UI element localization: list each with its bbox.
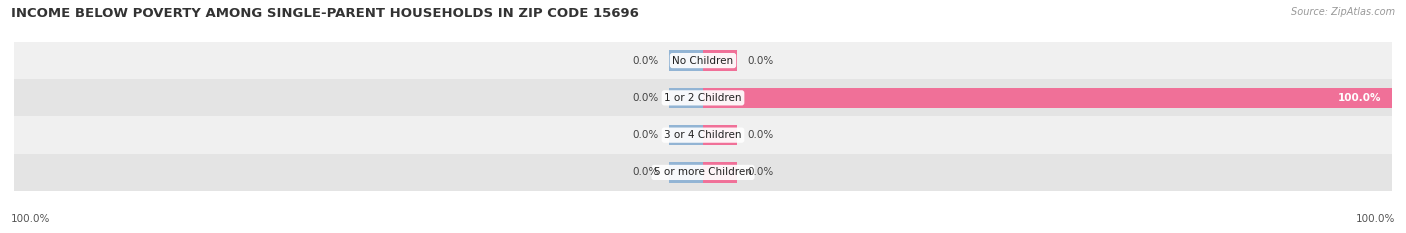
Bar <box>703 88 1392 108</box>
Text: Source: ZipAtlas.com: Source: ZipAtlas.com <box>1291 7 1395 17</box>
Bar <box>14 42 1392 79</box>
Bar <box>14 116 1392 154</box>
Text: 5 or more Children: 5 or more Children <box>654 168 752 177</box>
Bar <box>14 154 1392 191</box>
Text: 100.0%: 100.0% <box>1339 93 1382 103</box>
Text: 0.0%: 0.0% <box>631 56 658 65</box>
Text: INCOME BELOW POVERTY AMONG SINGLE-PARENT HOUSEHOLDS IN ZIP CODE 15696: INCOME BELOW POVERTY AMONG SINGLE-PARENT… <box>11 7 640 20</box>
Bar <box>669 162 703 183</box>
Bar <box>669 88 703 108</box>
Bar <box>14 79 1392 116</box>
Text: 3 or 4 Children: 3 or 4 Children <box>664 130 742 140</box>
Bar <box>669 125 703 145</box>
Text: 0.0%: 0.0% <box>748 130 775 140</box>
Bar <box>703 125 738 145</box>
Text: 1 or 2 Children: 1 or 2 Children <box>664 93 742 103</box>
Bar <box>669 50 703 71</box>
Bar <box>703 50 738 71</box>
Text: 0.0%: 0.0% <box>748 56 775 65</box>
Text: 100.0%: 100.0% <box>11 214 51 224</box>
Text: 0.0%: 0.0% <box>631 93 658 103</box>
Text: 0.0%: 0.0% <box>748 168 775 177</box>
Text: 0.0%: 0.0% <box>631 130 658 140</box>
Text: No Children: No Children <box>672 56 734 65</box>
Text: 100.0%: 100.0% <box>1355 214 1395 224</box>
Bar <box>703 162 738 183</box>
Text: 0.0%: 0.0% <box>631 168 658 177</box>
